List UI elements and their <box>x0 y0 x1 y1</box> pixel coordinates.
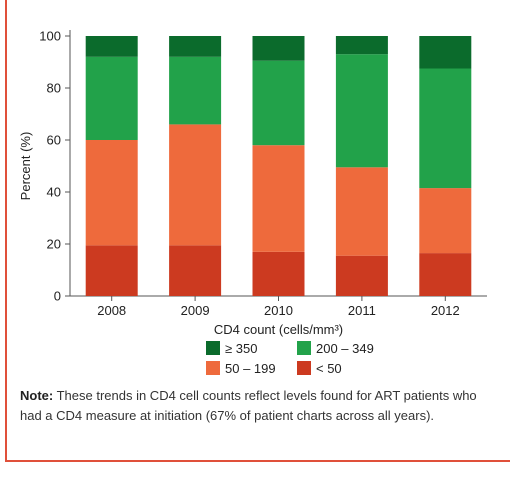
y-tick-label-80: 80 <box>47 81 61 96</box>
bar-2011-50 <box>336 256 388 296</box>
legend-label-200-349: 200 – 349 <box>316 341 374 356</box>
bar-2010-50-199 <box>253 145 305 252</box>
y-tick-label-20: 20 <box>47 237 61 252</box>
legend-label-350: ≥ 350 <box>225 341 257 356</box>
stacked-bar-chart: 0 20 40 60 80 100 Percent (%) 2008 2009 2010 2011 2… <box>0 0 510 380</box>
bar-2008-200-349 <box>86 57 138 140</box>
bar-2010-200-349 <box>253 61 305 146</box>
bar-2012-200-349 <box>419 69 471 189</box>
bar-2009-50-199 <box>169 124 221 245</box>
chart-note: Note: These trends in CD4 cell counts re… <box>20 386 500 426</box>
note-label: Note: <box>20 388 53 403</box>
legend-swatch-50-199 <box>206 361 220 375</box>
bar-2008-50-199 <box>86 140 138 245</box>
x-tick-label-2010: 2010 <box>264 303 293 318</box>
frame-bottom-border <box>5 460 510 462</box>
note-text: These trends in CD4 cell counts reflect … <box>20 388 477 423</box>
bar-2012-350 <box>419 36 471 69</box>
bar-2010-350 <box>253 36 305 61</box>
y-tick-label-0: 0 <box>54 289 61 304</box>
legend-label-50-199: 50 – 199 <box>225 361 276 376</box>
bar-2008-50 <box>86 245 138 296</box>
x-axis-title: CD4 count (cells/mm³) <box>214 322 343 337</box>
y-tick-label-60: 60 <box>47 133 61 148</box>
bar-2012-50-199 <box>419 188 471 253</box>
x-tick-label-2012: 2012 <box>431 303 460 318</box>
bar-2011-200-349 <box>336 54 388 167</box>
bar-2009-200-349 <box>169 57 221 125</box>
x-tick-label-2008: 2008 <box>97 303 126 318</box>
bar-2008-350 <box>86 36 138 57</box>
x-tick-label-2011: 2011 <box>348 303 376 318</box>
bar-2009-350 <box>169 36 221 57</box>
bar-2012-50 <box>419 253 471 296</box>
y-tick-label-40: 40 <box>47 185 61 200</box>
bar-2009-50 <box>169 245 221 296</box>
bar-2011-350 <box>336 36 388 54</box>
bar-2010-50 <box>253 252 305 296</box>
legend-swatch-200-349 <box>297 341 311 355</box>
y-axis-title: Percent (%) <box>18 132 33 201</box>
y-tick-label-100: 100 <box>39 29 61 44</box>
x-tick-label-2009: 2009 <box>181 303 210 318</box>
legend-swatch-350 <box>206 341 220 355</box>
legend-label-50: < 50 <box>316 361 342 376</box>
legend-swatch-50 <box>297 361 311 375</box>
bar-2011-50-199 <box>336 167 388 255</box>
